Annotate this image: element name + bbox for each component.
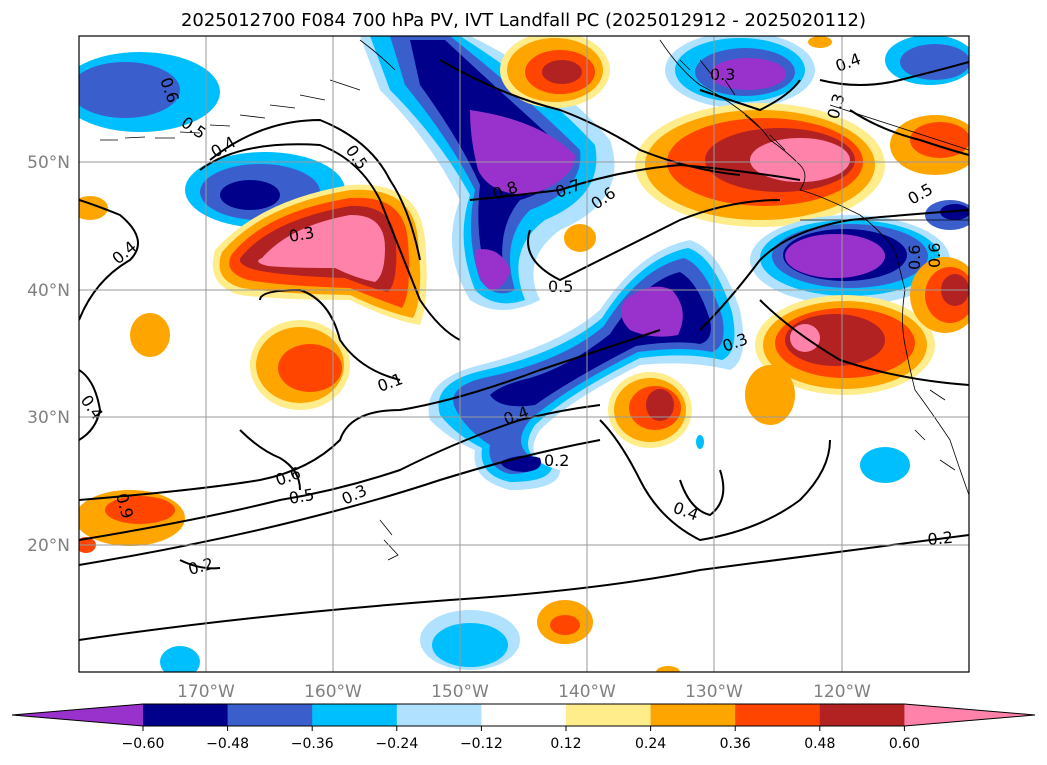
- lat-label: 40°N: [27, 281, 70, 301]
- shade-region-central-positive: [608, 372, 692, 448]
- contour-label: 0.3: [339, 481, 370, 509]
- contour-label: 0.4: [77, 391, 107, 423]
- latitude-labels: 50°N 40°N 30°N 20°N: [27, 153, 70, 556]
- contour-label: 0.6: [925, 243, 944, 268]
- contour-label: 0.2: [544, 451, 569, 470]
- colorbar-tick-label: −0.12: [460, 736, 503, 752]
- colorbar-extend-max: [904, 704, 1035, 726]
- colorbar-segment: [566, 704, 652, 726]
- contour-label: 0.4: [108, 237, 140, 268]
- lat-label: 30°N: [27, 408, 70, 428]
- contour-label: 0.3: [824, 92, 849, 122]
- colorbar-tick-label: −0.60: [122, 736, 165, 752]
- colorbar-tick-label: 0.12: [550, 736, 581, 752]
- lat-label: 50°N: [27, 153, 70, 173]
- lon-label: 120°W: [813, 682, 871, 702]
- contour-label: 0.3: [287, 223, 315, 246]
- colorbar-segment: [396, 704, 482, 726]
- contour-label: 0.2: [186, 554, 216, 579]
- colorbar-tick-label: 0.24: [635, 736, 666, 752]
- contour-label: 0.5: [287, 485, 315, 508]
- lon-label: 130°W: [685, 682, 743, 702]
- colorbar-segment: [819, 704, 905, 726]
- contour-label: 0.6: [905, 245, 924, 270]
- colorbar-segment: [650, 704, 736, 726]
- colorbar-tick-label: 0.36: [720, 736, 751, 752]
- lat-label: 20°N: [27, 536, 70, 556]
- colorbar-segment: [143, 704, 229, 726]
- lon-label: 160°W: [304, 682, 362, 702]
- contour-label: 0.5: [905, 179, 937, 208]
- map-frame: [78, 35, 970, 673]
- colorbar-tick-label: 0.60: [889, 736, 920, 752]
- contour-label: 0.4: [833, 49, 863, 76]
- shade-region-nw-negative: [79, 52, 220, 132]
- colorbar-tick-label: −0.24: [375, 736, 418, 752]
- lon-label: 140°W: [558, 682, 616, 702]
- colorbar-tick-label: −0.36: [291, 736, 334, 752]
- longitude-labels: 170°W 160°W 150°W 140°W 130°W 120°W: [177, 682, 871, 702]
- colorbar-segment: [481, 704, 567, 726]
- colorbar-tick-label: 0.48: [804, 736, 835, 752]
- coastlines: [100, 39, 969, 561]
- colorbar-segment: [312, 704, 398, 726]
- colorbar-segment: [735, 704, 821, 726]
- shade-region-east-negative: [750, 200, 969, 305]
- contour-label: 0.5: [342, 141, 372, 173]
- graticule: [79, 36, 969, 672]
- contour-label: 0.3: [710, 65, 735, 84]
- contour-label: 0.4: [671, 498, 701, 525]
- contour-lines: [79, 59, 969, 641]
- colorbar-segment: [227, 704, 313, 726]
- map-title: 2025012700 F084 700 hPa PV, IVT Landfall…: [180, 10, 867, 31]
- colorbar-tick-label: −0.48: [206, 736, 249, 752]
- colorbar: −0.60 −0.48 −0.36 −0.24 −0.12 0.12 0.24 0.36 0.4…: [11, 703, 1036, 752]
- colorbar-extend-min: [12, 704, 143, 726]
- lon-label: 170°W: [177, 682, 235, 702]
- contour-label: 0.2: [927, 528, 954, 549]
- lon-label: 150°W: [431, 682, 489, 702]
- contour-label: 0.5: [548, 277, 573, 296]
